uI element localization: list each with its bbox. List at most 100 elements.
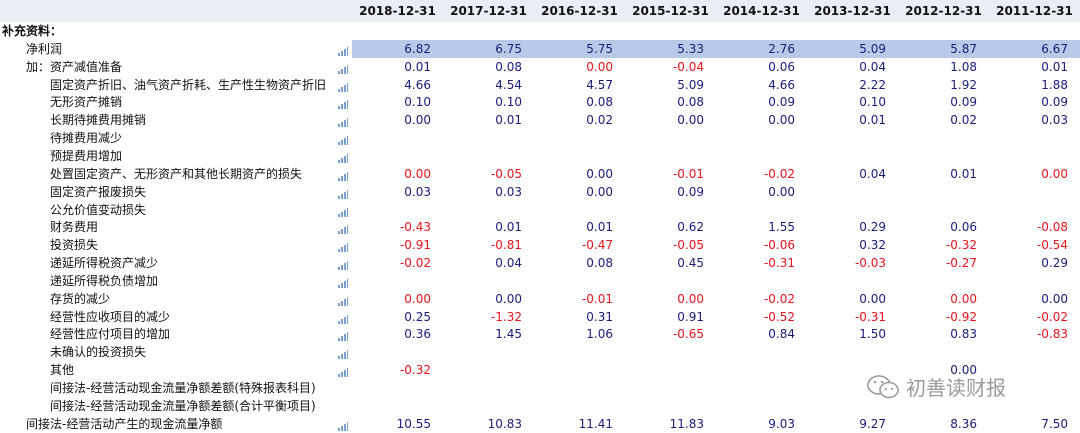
value-cell: 0.00: [677, 291, 704, 306]
chart-icon[interactable]: [338, 206, 348, 220]
row-label: 加：资产减值准备: [26, 59, 123, 74]
chart-icon[interactable]: [338, 116, 348, 130]
value-cell: 0.10: [495, 95, 522, 110]
chart-icon[interactable]: [338, 420, 348, 433]
value-cell: 1.08: [950, 59, 977, 74]
row-label: 递延所得税资产减少: [50, 256, 159, 271]
value-cell: -0.08: [1036, 220, 1068, 235]
value-cell: 0.00: [768, 184, 795, 199]
value-cell: 0.36: [404, 327, 431, 342]
wechat-icon: [867, 374, 899, 398]
value-cell: 1.06: [586, 327, 613, 342]
value-cell: 6.75: [495, 41, 522, 56]
row-label: 存货的减少: [50, 291, 111, 306]
value-cell: 0.25: [404, 309, 431, 324]
chart-icon[interactable]: [338, 313, 348, 327]
value-cell: 0.29: [859, 220, 886, 235]
row-label: 经营性应付项目的增加: [50, 327, 171, 342]
value-cell: 4.54: [495, 77, 522, 92]
chart-icon[interactable]: [338, 366, 348, 380]
chart-icon[interactable]: [338, 277, 348, 291]
value-cell: -0.31: [763, 256, 795, 271]
value-cell: 0.00: [586, 166, 613, 181]
value-cell: 0.04: [859, 166, 886, 181]
row-label: 补充资料：: [2, 24, 63, 38]
value-cell: -0.02: [1036, 309, 1068, 324]
value-cell: 8.36: [950, 416, 977, 431]
value-cell: 0.08: [495, 59, 522, 74]
value-cell: 10.55: [396, 416, 431, 431]
value-cell: 9.27: [859, 416, 886, 431]
value-cell: 0.45: [677, 256, 704, 271]
chart-icon[interactable]: [338, 295, 348, 309]
value-cell: 0.00: [404, 291, 431, 306]
value-cell: 0.01: [495, 113, 522, 128]
value-cell: -0.02: [763, 166, 795, 181]
row-label: 长期待摊费用摊销: [50, 113, 147, 128]
row-label: 递延所得税负债增加: [50, 273, 159, 288]
value-cell: 0.00: [586, 184, 613, 199]
value-cell: -0.81: [490, 238, 522, 253]
value-cell: -0.04: [672, 59, 704, 74]
chart-icon[interactable]: [338, 98, 348, 112]
chart-icon[interactable]: [338, 188, 348, 202]
value-cell: -0.32: [945, 238, 977, 253]
row-label: 公允价值变动损失: [50, 202, 147, 217]
value-cell: 0.01: [404, 59, 431, 74]
chart-icon[interactable]: [338, 259, 348, 273]
value-cell: 0.03: [1041, 113, 1068, 128]
row-label: 间接法-经营活动现金流量净额差额(特殊报表科目): [50, 381, 316, 395]
value-cell: 5.75: [586, 41, 613, 56]
value-cell: 5.09: [859, 41, 886, 56]
value-cell: 4.66: [768, 77, 795, 92]
row-label: 处置固定资产、无形资产和其他长期资产的损失: [50, 166, 303, 181]
value-cell: -0.01: [672, 166, 704, 181]
value-cell: 0.03: [404, 184, 431, 199]
value-cell: -0.06: [763, 238, 795, 253]
value-cell: 0.32: [859, 238, 886, 253]
value-cell: -0.01: [581, 291, 613, 306]
column-header: 2016-12-31: [541, 4, 618, 18]
chart-icon[interactable]: [338, 241, 348, 255]
value-cell: 5.33: [677, 41, 704, 56]
value-cell: 0.01: [1041, 59, 1068, 74]
value-cell: 0.00: [404, 113, 431, 128]
chart-icon[interactable]: [338, 152, 348, 166]
value-cell: -0.05: [490, 166, 522, 181]
value-cell: 0.00: [1041, 166, 1068, 181]
chart-icon[interactable]: [338, 134, 348, 148]
row-label: 其他: [50, 363, 75, 378]
value-cell: -0.32: [399, 363, 431, 378]
chart-icon[interactable]: [338, 223, 348, 237]
chart-icon[interactable]: [338, 330, 348, 344]
chart-icon[interactable]: [338, 45, 348, 59]
chart-icon[interactable]: [338, 63, 348, 77]
value-cell: -0.47: [581, 238, 613, 253]
value-cell: 1.50: [859, 327, 886, 342]
value-cell: 11.41: [578, 416, 613, 431]
row-label: 固定资产报废损失: [50, 184, 147, 199]
chart-icon[interactable]: [338, 81, 348, 95]
row-label: 净利润: [26, 41, 63, 56]
row-label: 固定资产折旧、油气资产折耗、生产性生物资产折旧: [50, 77, 327, 92]
value-cell: 0.01: [586, 220, 613, 235]
chart-icon[interactable]: [338, 170, 348, 184]
value-cell: 0.08: [586, 256, 613, 271]
row-label: 财务费用: [50, 220, 99, 235]
value-cell: -0.43: [399, 220, 431, 235]
row-label: 间接法-经营活动产生的现金流量净额: [26, 416, 223, 431]
column-header: 2017-12-31: [450, 4, 527, 18]
value-cell: 0.00: [859, 291, 886, 306]
value-cell: 0.00: [950, 291, 977, 306]
value-cell: 0.83: [950, 327, 977, 342]
chart-icon[interactable]: [338, 348, 348, 362]
value-cell: 0.00: [677, 113, 704, 128]
value-cell: -0.65: [672, 327, 704, 342]
value-cell: -0.03: [854, 256, 886, 271]
column-header: 2013-12-31: [814, 4, 891, 18]
value-cell: 0.09: [768, 95, 795, 110]
watermark: 初善读财报: [866, 372, 1006, 401]
value-cell: 6.82: [404, 41, 431, 56]
